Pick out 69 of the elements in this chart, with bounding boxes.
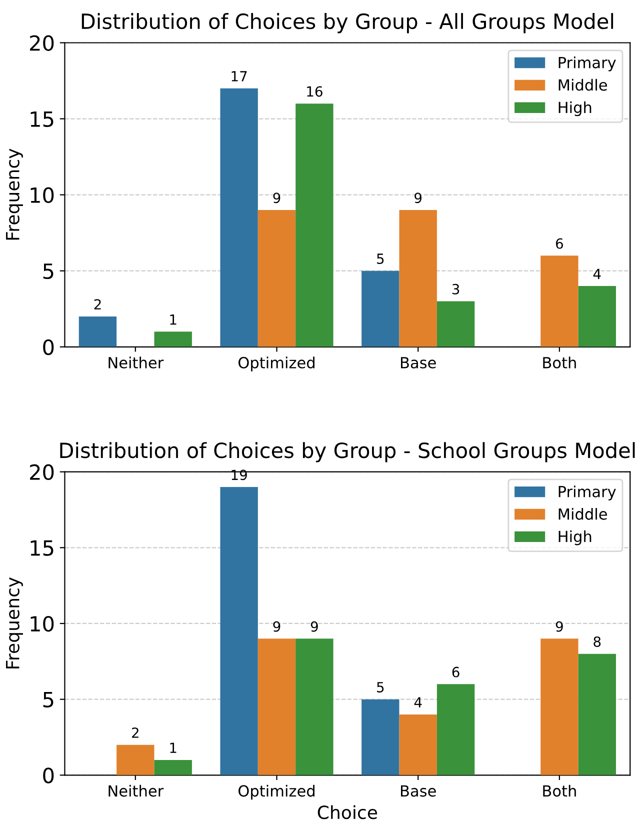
legend-label: Middle xyxy=(558,78,607,91)
bar xyxy=(296,104,334,347)
data-label: 6 xyxy=(556,238,563,249)
bar xyxy=(399,210,437,347)
data-label: 2 xyxy=(132,727,138,738)
chart-title: Distribution of Choices by Group - School Groups Model xyxy=(60,442,635,462)
data-label: 5 xyxy=(377,682,384,692)
data-label: 9 xyxy=(310,621,318,632)
bar xyxy=(258,638,296,776)
data-label: 9 xyxy=(414,192,422,204)
x-tick-label: Neither xyxy=(108,784,164,797)
bar xyxy=(540,256,578,347)
x-tick-label: Both xyxy=(543,356,576,368)
data-label: 4 xyxy=(414,697,422,708)
legend-label: Primary xyxy=(558,486,616,500)
bar xyxy=(296,638,334,776)
x-tick-label: Both xyxy=(543,784,576,797)
data-label: 9 xyxy=(556,621,563,632)
data-label: 19 xyxy=(232,470,247,480)
legend-label: High xyxy=(558,101,592,116)
bar xyxy=(578,286,616,347)
y-tick-label: 15 xyxy=(30,540,54,556)
bar xyxy=(258,210,296,347)
bar xyxy=(220,486,258,776)
bar xyxy=(436,301,475,347)
y-tick-label: 20 xyxy=(30,35,54,51)
data-label: 5 xyxy=(377,254,384,264)
data-label: 3 xyxy=(452,284,460,294)
y-tick-label: 0 xyxy=(43,768,54,784)
data-label: 16 xyxy=(307,86,322,97)
y-tick-label: 10 xyxy=(30,616,54,632)
y-axis-title: Frequency xyxy=(6,148,23,240)
legend-label: Primary xyxy=(558,56,616,72)
data-label: 17 xyxy=(232,71,247,82)
y-tick-label: 5 xyxy=(43,264,54,280)
x-axis-title: Choice xyxy=(318,805,378,820)
data-label: 9 xyxy=(273,621,280,632)
bar xyxy=(362,699,400,776)
bar xyxy=(220,88,258,347)
y-tick-label: 15 xyxy=(30,112,54,127)
bar xyxy=(436,684,475,776)
x-tick-label: Base xyxy=(400,785,436,797)
bar xyxy=(362,270,400,347)
data-label: 1 xyxy=(170,314,176,325)
chart-title: Distribution of Choices by Group - All Groups Model xyxy=(82,13,614,34)
x-tick-label: Base xyxy=(400,357,436,368)
bar xyxy=(399,714,437,776)
bar xyxy=(116,744,154,776)
y-tick-label: 10 xyxy=(30,187,54,204)
y-tick-label: 5 xyxy=(43,692,54,708)
data-label: 8 xyxy=(594,636,601,647)
y-axis-title: Frequency xyxy=(6,577,23,668)
y-tick-label: 20 xyxy=(30,464,54,480)
bar xyxy=(154,332,192,347)
y-tick-label: 0 xyxy=(43,339,54,356)
x-tick-label: Neither xyxy=(108,356,164,368)
data-label: 9 xyxy=(273,192,280,204)
data-label: 2 xyxy=(94,299,101,310)
data-label: 6 xyxy=(452,666,460,678)
bar xyxy=(78,316,117,347)
x-tick-label: Optimized xyxy=(238,356,314,372)
bar xyxy=(154,760,192,776)
legend-label: High xyxy=(558,530,592,546)
bar xyxy=(578,654,616,776)
x-tick-label: Optimized xyxy=(238,784,314,800)
data-label: 1 xyxy=(170,742,176,753)
bar xyxy=(540,638,578,776)
legend-label: Middle xyxy=(558,508,607,520)
data-label: 4 xyxy=(593,268,601,279)
